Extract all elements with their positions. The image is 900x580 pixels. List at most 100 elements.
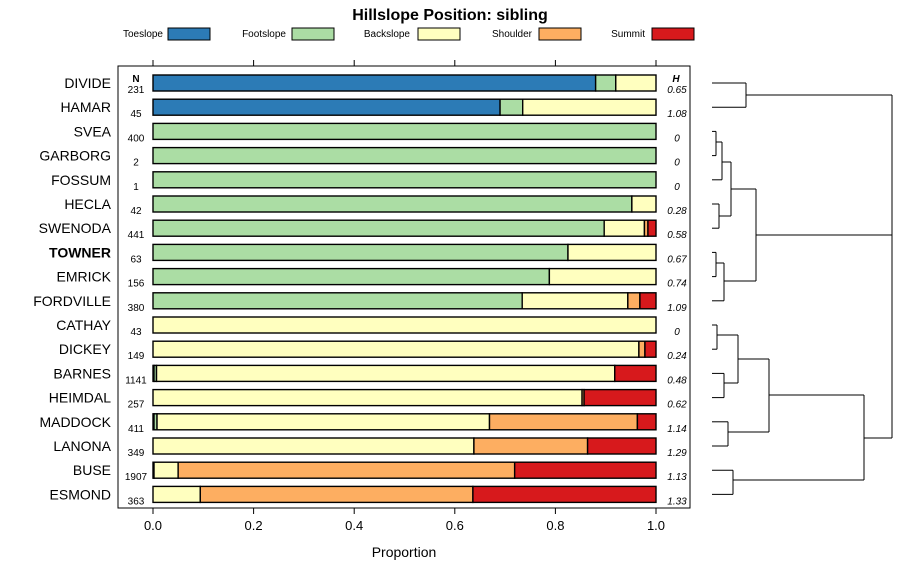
- row-h-value: 0.48: [667, 375, 687, 386]
- row-label: FORDVILLE: [33, 293, 111, 309]
- row-label: HECLA: [64, 196, 111, 212]
- bar-segment-backslope: [603, 219, 646, 237]
- row-label: EMRICK: [57, 269, 112, 285]
- row-n-value: 1907: [125, 472, 148, 483]
- row-n-value: 63: [130, 254, 142, 265]
- row-h-value: 0.65: [667, 85, 687, 96]
- legend-swatch: [417, 27, 461, 41]
- legend-swatch: [291, 27, 335, 41]
- bar-segment-backslope: [152, 437, 475, 455]
- bar-segment-backslope: [152, 388, 583, 407]
- row-h-value: 0.58: [667, 230, 687, 241]
- row-buse: BUSE 1907 1.13: [73, 461, 687, 483]
- row-n-value: 400: [128, 133, 145, 144]
- bar-segment-backslope: [152, 316, 657, 334]
- bar-segment-footslope: [152, 243, 569, 262]
- h-header: H: [672, 74, 680, 85]
- row-h-value: 0.28: [667, 206, 687, 217]
- row-label: LANONA: [53, 438, 111, 454]
- row-n-value: 257: [128, 400, 145, 411]
- legend-item-shoulder: Shoulder: [492, 27, 582, 41]
- row-label: HAMAR: [60, 99, 111, 115]
- legend-label: Summit: [611, 29, 645, 40]
- bar-segment-backslope: [156, 413, 491, 431]
- row-n-value: 2: [133, 158, 139, 169]
- row-h-value: 1.33: [667, 496, 687, 507]
- row-n-value: 156: [128, 279, 145, 290]
- row-label: BARNES: [53, 365, 111, 381]
- bar-segment-shoulder: [177, 461, 516, 479]
- row-label: BUSE: [73, 462, 111, 478]
- bar-segment-summit: [644, 340, 657, 358]
- bar-segment-backslope: [521, 292, 629, 310]
- row-h-value: 1.09: [667, 303, 687, 314]
- legend-swatch: [651, 27, 695, 41]
- bar-segment-backslope: [548, 267, 657, 286]
- row-hamar: HAMAR 45 1.08: [60, 98, 687, 120]
- row-barnes: BARNES 1141 0.48: [53, 364, 687, 386]
- bar-segment-summit: [513, 461, 657, 479]
- bar-segment-backslope: [152, 340, 640, 358]
- bar-segment-backslope: [615, 74, 657, 92]
- bar-segment-footslope: [152, 219, 605, 237]
- row-label: SWENODA: [39, 220, 112, 236]
- bar-segment-shoulder: [638, 340, 646, 358]
- bar-segment-footslope: [152, 146, 657, 165]
- row-label: CATHAY: [56, 317, 111, 333]
- x-tick-label: 0.6: [446, 518, 464, 533]
- x-tick-label: 0.8: [546, 518, 564, 533]
- row-n-value: 411: [128, 424, 144, 435]
- row-n-value: 349: [128, 448, 145, 459]
- row-h-value: 0: [674, 133, 680, 144]
- bar-segment-backslope: [152, 485, 201, 504]
- row-n-value: 231: [128, 85, 145, 96]
- legend-label: Shoulder: [492, 29, 533, 40]
- row-hecla: HECLA 42 0.28: [64, 195, 687, 217]
- row-n-value: 149: [128, 351, 145, 362]
- bar-segment-footslope: [152, 292, 523, 310]
- bar-segment-footslope: [152, 195, 633, 213]
- bar-segment-shoulder: [627, 292, 641, 310]
- bar-segment-footslope: [152, 122, 657, 141]
- legend-item-footslope: Footslope: [242, 27, 335, 41]
- row-garborg: GARBORG 2 0: [39, 146, 680, 169]
- x-tick-label: 0.0: [144, 518, 162, 533]
- bar-segment-footslope: [594, 74, 617, 92]
- row-dickey: DICKEY 149 0.24: [59, 340, 687, 362]
- row-lanona: LANONA 349 1.29: [53, 437, 687, 459]
- bar-segment-footslope: [152, 171, 657, 189]
- legend: Toeslope Footslope Backslope Shoulder Summit: [123, 27, 695, 41]
- bar-segment-summit: [647, 219, 657, 237]
- row-h-value: 0.62: [667, 400, 687, 411]
- row-label: ESMOND: [50, 486, 111, 502]
- row-n-value: 1: [133, 182, 139, 193]
- row-label: DIVIDE: [64, 75, 111, 91]
- bar-segment-toeslope: [152, 98, 501, 116]
- bar-segment-footslope: [152, 267, 551, 286]
- row-n-value: 380: [128, 303, 145, 314]
- legend-label: Footslope: [242, 29, 286, 40]
- dendrogram: [712, 82, 893, 495]
- row-h-value: 1.14: [667, 424, 687, 435]
- bar-segment-summit: [614, 364, 657, 383]
- bar-segment-backslope: [631, 195, 657, 213]
- bar-segment-backslope: [153, 461, 179, 479]
- row-maddock: MADDOCK 411 1.14: [39, 413, 687, 435]
- legend-item-backslope: Backslope: [364, 27, 461, 41]
- bar-segment-summit: [472, 485, 657, 504]
- row-h-value: 1.08: [667, 109, 687, 120]
- row-fordville: FORDVILLE 380 1.09: [33, 292, 687, 314]
- plot-frame: [117, 65, 691, 509]
- row-n-value: 1141: [125, 375, 147, 386]
- bar-segment-summit: [636, 413, 657, 431]
- legend-item-summit: Summit: [611, 27, 695, 41]
- row-h-value: 1.13: [667, 472, 687, 483]
- row-label: SVEA: [74, 123, 112, 139]
- row-h-value: 1.29: [667, 448, 687, 459]
- row-label: HEIMDAL: [49, 390, 111, 406]
- x-axis-label: Proportion: [372, 544, 437, 560]
- legend-label: Toeslope: [123, 29, 163, 40]
- row-h-value: 0.74: [667, 279, 687, 290]
- row-swenoda: SWENODA 441 0.58: [39, 219, 687, 241]
- row-label: GARBORG: [39, 148, 111, 164]
